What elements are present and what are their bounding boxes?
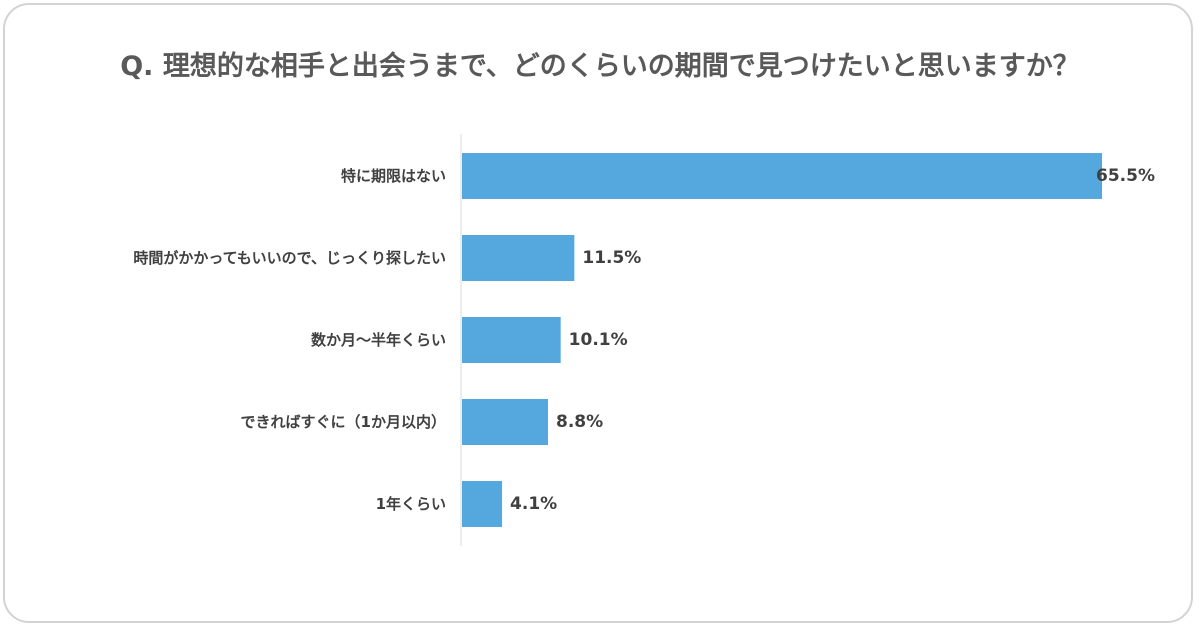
chart-card (3, 3, 1193, 623)
bar (462, 399, 548, 445)
category-label: できればすぐに（1か月以内） (241, 413, 446, 431)
bar (462, 235, 575, 281)
data-label: 8.8% (556, 412, 603, 432)
category-label: 1年くらい (376, 495, 446, 513)
data-label: 4.1% (510, 494, 557, 514)
data-label: 10.1% (569, 330, 628, 350)
data-label: 65.5% (1096, 166, 1155, 186)
category-label: 特に期限はない (341, 167, 446, 185)
data-label: 11.5% (582, 248, 641, 268)
chart-title: Q. 理想的な相手と出会うまで、どのくらいの期間で見つけたいと思いますか？ (120, 51, 1080, 82)
bar (462, 153, 1102, 199)
bar (462, 317, 561, 363)
category-label: 時間がかかってもいいので、じっくり探したい (133, 249, 446, 267)
bar (462, 481, 503, 527)
category-label: 数か月～半年くらい (311, 331, 446, 349)
